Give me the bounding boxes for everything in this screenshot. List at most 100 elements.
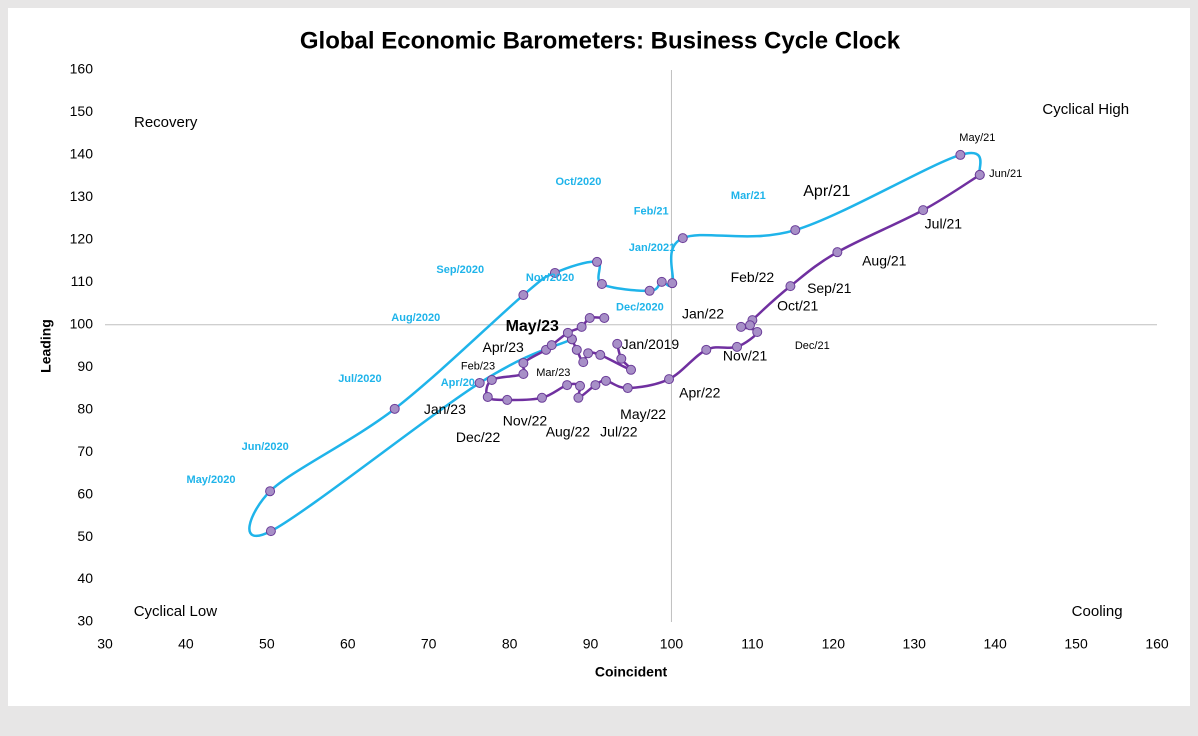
x-tick-label: 50 [259, 636, 275, 652]
data-point [592, 256, 603, 267]
x-tick-label: 30 [97, 636, 113, 652]
data-point [918, 205, 929, 216]
data-point [677, 233, 688, 244]
data-point [389, 403, 400, 414]
data-point [518, 290, 529, 301]
data-point [736, 321, 747, 332]
x-tick-label: 100 [660, 636, 684, 652]
data-point [571, 344, 582, 355]
data-point [667, 278, 678, 289]
x-tick-label: 80 [502, 636, 518, 652]
annotation: Recovery [134, 114, 198, 131]
y-axis-title: Leading [38, 319, 54, 373]
x-tick-label: 70 [421, 636, 437, 652]
annotation: Apr/20 [441, 377, 475, 389]
annotation: May/23 [506, 318, 559, 335]
y-tick-label: 110 [71, 273, 94, 289]
data-point [644, 285, 655, 296]
data-point [595, 349, 606, 360]
x-tick-label: 60 [340, 636, 356, 652]
data-point [578, 357, 589, 368]
annotation: Cooling [1072, 603, 1123, 620]
y-tick-label: 150 [70, 103, 94, 119]
data-point [612, 338, 623, 349]
annotation: Feb/22 [731, 269, 775, 285]
data-point [752, 326, 763, 337]
data-point [474, 377, 485, 388]
annotation: Feb/23 [461, 361, 495, 373]
data-point [583, 348, 594, 359]
annotation: Jun/2020 [242, 441, 289, 453]
annotation: Sep/21 [807, 280, 852, 296]
x-tick-label: 150 [1064, 636, 1088, 652]
y-tick-label: 140 [70, 146, 94, 162]
data-point [622, 383, 633, 394]
x-tick-label: 140 [983, 636, 1007, 652]
data-point [701, 344, 712, 355]
annotation: Feb/21 [634, 206, 669, 218]
annotation: May/22 [620, 406, 666, 422]
data-point [549, 267, 560, 278]
data-point [576, 321, 587, 332]
data-point [832, 247, 843, 258]
data-point [626, 364, 636, 375]
x-tick-label: 40 [178, 636, 194, 652]
y-tick-label: 70 [77, 443, 93, 459]
annotation: Apr/21 [803, 183, 850, 200]
annotation: Jul/2020 [338, 373, 381, 385]
y-tick-label: 40 [77, 570, 93, 586]
annotation: Nov/22 [503, 413, 548, 429]
annotation: Cyclical Low [134, 603, 218, 620]
data-point [584, 312, 595, 323]
data-point [974, 169, 985, 180]
y-tick-label: 30 [77, 613, 93, 629]
y-tick-label: 120 [70, 231, 94, 247]
data-point [599, 312, 610, 323]
annotation: May/21 [959, 132, 995, 144]
data-point [265, 486, 276, 497]
data-point [732, 341, 743, 352]
annotation: Jan/2019 [622, 336, 680, 352]
x-tick-label: 110 [741, 636, 764, 652]
annotation: Aug/2020 [391, 312, 440, 324]
chart-title: Global Economic Barometers: Business Cyc… [300, 27, 901, 54]
annotation: Jan/23 [424, 401, 466, 417]
data-point [546, 340, 557, 351]
x-tick-label: 90 [583, 636, 599, 652]
annotation: May/2020 [187, 474, 236, 486]
annotation: Jan/2021 [629, 242, 675, 254]
x-tick-label: 160 [1145, 636, 1169, 652]
data-point [596, 279, 607, 290]
data-point [502, 394, 513, 405]
annotation: Dec/21 [795, 340, 830, 352]
y-tick-label: 80 [77, 400, 93, 416]
annotation: Dec/22 [456, 429, 501, 445]
annotation: Sep/2020 [436, 264, 484, 276]
data-point [590, 380, 601, 391]
data-point [482, 391, 493, 402]
data-point [616, 353, 627, 364]
annotation: Jun/21 [989, 168, 1022, 180]
data-point [785, 281, 796, 292]
data-point [562, 380, 573, 391]
data-point [790, 225, 801, 236]
annotation: Nov/2020 [526, 272, 574, 284]
y-tick-label: 60 [77, 485, 93, 501]
annotation: Dec/2020 [616, 302, 664, 314]
data-point [744, 320, 755, 331]
annotation: Aug/21 [862, 253, 907, 269]
y-tick-label: 90 [77, 358, 93, 374]
data-point [562, 327, 573, 338]
y-tick-label: 100 [70, 315, 94, 331]
data-point [656, 276, 667, 287]
annotation: Cyclical High [1042, 101, 1129, 118]
data-point [575, 380, 586, 391]
data-point [600, 375, 611, 386]
x-axis-title: Coincident [595, 664, 668, 680]
data-point [265, 526, 276, 537]
annotation: Mar/21 [731, 190, 766, 202]
annotation: Jan/22 [682, 306, 724, 322]
annotation: Apr/22 [679, 385, 720, 401]
data-point [664, 374, 675, 385]
